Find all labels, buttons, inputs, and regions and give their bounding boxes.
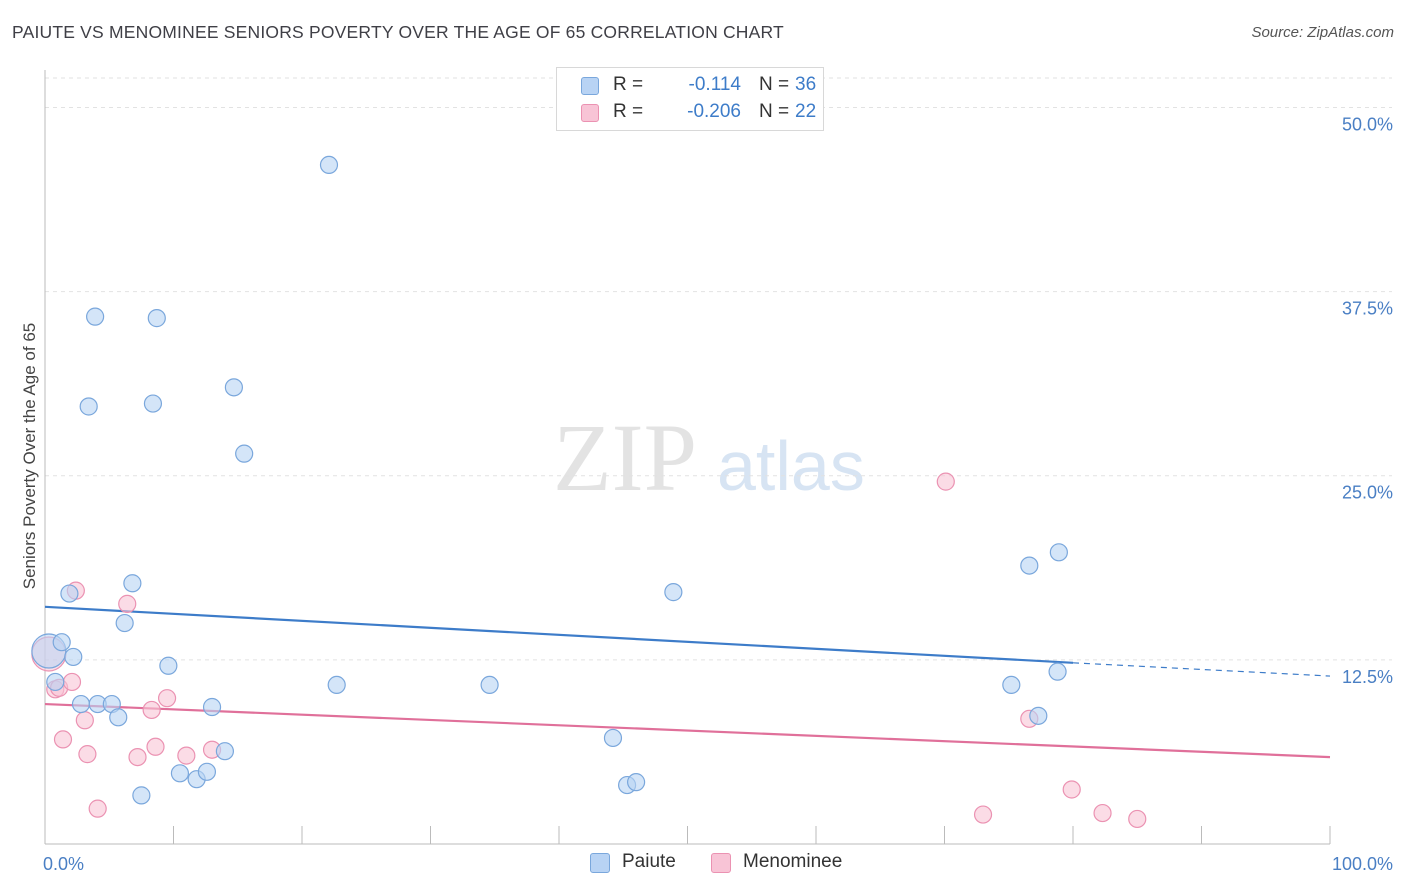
- menominee-r-value: -0.206: [687, 101, 741, 122]
- menominee-point-8: [88, 799, 107, 818]
- menominee-trend-line: [44, 702, 1331, 759]
- paiute-point-27: [603, 728, 623, 748]
- x-tick-label-1: 100.0%: [1332, 854, 1393, 874]
- menominee-legend-swatch: [711, 853, 731, 873]
- watermark: ZIP atlas: [553, 404, 865, 511]
- paiute-point-31: [1002, 675, 1021, 695]
- paiute-point-12: [123, 574, 142, 593]
- chart-title: PAIUTE VS MENOMINEE SENIORS POVERTY OVER…: [12, 22, 784, 42]
- paiute-r-label: R =: [613, 74, 644, 95]
- menominee-point-4: [62, 672, 82, 692]
- paiute-trend-line: [44, 605, 1074, 664]
- paiute-point-30: [664, 583, 683, 602]
- menominee-point-3: [53, 730, 73, 749]
- paiute-point-24: [319, 155, 339, 175]
- paiute-point-14: [143, 394, 163, 413]
- menominee-point-17: [973, 805, 993, 824]
- paiute-point-16: [159, 656, 178, 675]
- paiute-n-label: N =: [759, 74, 790, 95]
- paiute-point-4: [64, 647, 83, 667]
- menominee-legend-label: Menominee: [743, 851, 843, 872]
- paiute-r-value: -0.114: [688, 74, 741, 95]
- paiute-n-value: 36: [795, 74, 817, 95]
- menominee-point-12: [146, 737, 165, 756]
- menominee-n-label: N =: [759, 101, 790, 122]
- gridlines: [45, 77, 1392, 661]
- paiute-point-34: [1020, 556, 1039, 575]
- menominee-point-21: [1128, 809, 1147, 829]
- menominee-point-6: [75, 711, 94, 730]
- x-tick-label-0: 0.0%: [43, 854, 84, 874]
- axes: [44, 70, 1331, 845]
- paiute-point-33: [1048, 662, 1067, 681]
- paiute-point-32: [1029, 706, 1048, 725]
- paiute-point-25: [327, 675, 346, 695]
- y-tick-label-0: 12.5%: [1342, 667, 1393, 687]
- menominee-r-label: R =: [613, 101, 644, 122]
- menominee-point-11: [142, 700, 161, 720]
- menominee-point-13: [157, 689, 177, 708]
- paiute-point-29: [626, 773, 646, 792]
- watermark-zip: ZIP: [553, 404, 697, 511]
- menominee-point-10: [128, 747, 147, 767]
- correlation-legend: R = -0.114 N = 36 R = -0.206 N = 22: [556, 67, 824, 131]
- paiute-point-7: [86, 307, 105, 326]
- paiute-point-21: [215, 742, 234, 761]
- menominee-n-value: 22: [795, 101, 817, 122]
- y-axis-label: Seniors Poverty Over the Age of 65: [20, 323, 39, 589]
- paiute-swatch: [581, 77, 599, 95]
- paiute-point-3: [60, 584, 79, 603]
- paiute-point-23: [235, 444, 254, 463]
- paiute-point-13: [132, 786, 151, 805]
- paiute-legend-label: Paiute: [622, 851, 676, 872]
- menominee-point-16: [936, 472, 955, 491]
- paiute-point-5: [71, 694, 91, 714]
- source-label: Source: ZipAtlas.com: [1251, 24, 1394, 41]
- paiute-point-15: [147, 309, 166, 328]
- paiute-point-22: [224, 378, 243, 397]
- menominee-point-9: [118, 594, 137, 613]
- menominee-point-14: [177, 746, 196, 765]
- menominee-swatch: [581, 104, 599, 122]
- paiute-point-19: [197, 762, 217, 781]
- paiute-point-20: [202, 697, 222, 717]
- x-tick-labels: 0.0% 100.0%: [43, 854, 1393, 874]
- paiute-point-1: [46, 672, 65, 692]
- data-points: [31, 155, 1147, 829]
- paiute-point-26: [480, 675, 499, 695]
- paiute-point-17: [170, 764, 190, 783]
- paiute-point-35: [1049, 543, 1068, 562]
- y-tick-label-3: 50.0%: [1342, 114, 1393, 134]
- y-tick-label-1: 25.0%: [1342, 483, 1393, 503]
- paiute-point-10: [109, 708, 128, 727]
- menominee-point-19: [1062, 780, 1081, 799]
- paiute-point-2: [52, 633, 71, 652]
- paiute-legend-swatch: [590, 853, 610, 873]
- trend-lines: [44, 605, 1331, 759]
- watermark-atlas: atlas: [717, 427, 865, 505]
- paiute-point-11: [115, 613, 134, 633]
- y-tick-labels: 12.5% 25.0% 37.5% 50.0%: [1342, 114, 1393, 686]
- paiute-point-6: [79, 397, 98, 416]
- y-axis-label-group: Seniors Poverty Over the Age of 65: [20, 323, 39, 589]
- menominee-point-20: [1093, 803, 1112, 823]
- paiute-trend-extension: [1072, 662, 1331, 677]
- y-tick-label-2: 37.5%: [1342, 299, 1393, 319]
- menominee-point-7: [78, 745, 97, 764]
